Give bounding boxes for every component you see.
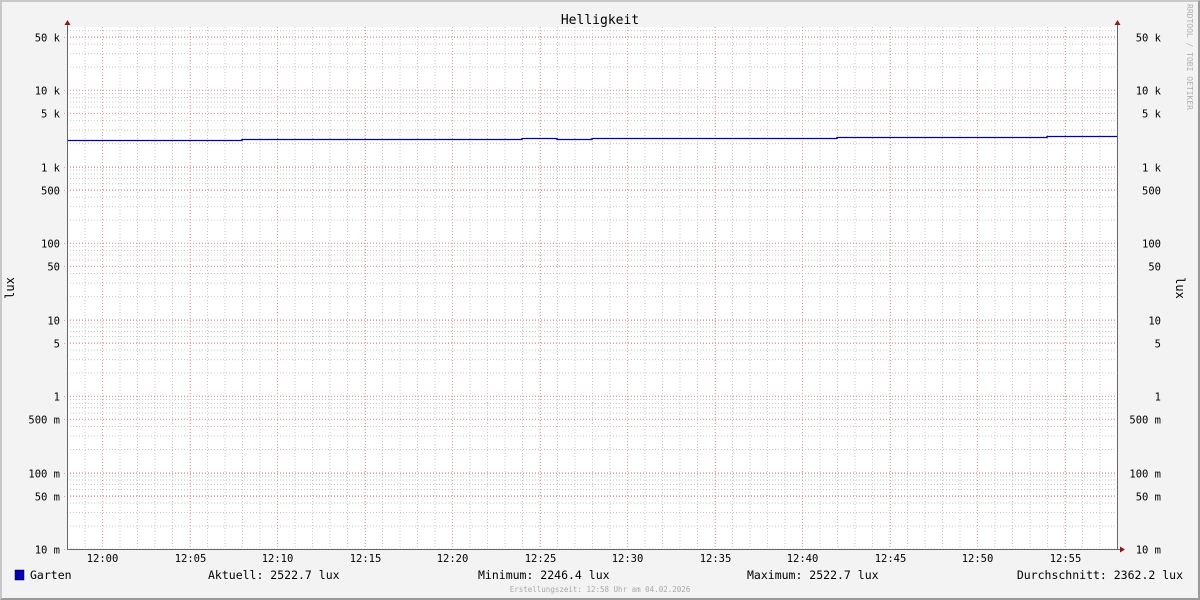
y-tick-label-left: 10 m	[35, 545, 60, 557]
chart-title: Helligkeit	[561, 13, 639, 28]
grid	[64, 27, 1120, 552]
y-tick-label-right: 50 m	[1136, 492, 1161, 504]
y-tick-label-right: 500	[1142, 186, 1161, 198]
x-tick-label: 12:10	[262, 553, 294, 565]
legend-minimum: Minimum: 2246.4 lux	[478, 568, 610, 582]
y-tick-label-right: 10 k	[1136, 86, 1162, 98]
y-tick-label-right: 500 m	[1129, 415, 1161, 427]
legend-swatch-garten	[14, 569, 25, 581]
x-tick-label: 12:35	[700, 553, 732, 565]
legend-name: Garten	[30, 568, 72, 582]
y-axis-label-left: lux	[3, 277, 17, 299]
legend-average: Durchschnitt: 2362.2 lux	[1017, 568, 1183, 582]
x-tick-label: 12:25	[525, 553, 557, 565]
axes: 50 k 50 k 10 k 10 k 5 k 5 k 1 k 1 k 500 500 100 100…	[28, 20, 1162, 565]
footer-timestamp: Erstellungszeit: 12:58 Uhr am 04.02.2026	[510, 585, 691, 594]
y-tick-label-left: 10 k	[35, 86, 61, 98]
y-tick-label-right: 1 k	[1142, 163, 1162, 175]
y-tick-label-right: 50	[1148, 262, 1161, 274]
x-tick-label: 12:40	[787, 553, 819, 565]
x-tick-label: 12:50	[962, 553, 994, 565]
y-tick-label-left: 5	[54, 339, 60, 351]
y-tick-label-right: 1	[1155, 392, 1161, 404]
y-tick-label-right: 5	[1155, 339, 1161, 351]
y-tick-label-right: 100 m	[1129, 469, 1161, 481]
y-axis-arrow-left-icon	[64, 20, 71, 25]
x-tick-label: 12:45	[875, 553, 907, 565]
x-tick-label: 12:20	[437, 553, 469, 565]
x-tick-label: 12:30	[612, 553, 644, 565]
watermark: RRDTOOL / TOBI OETIKER	[1185, 4, 1194, 110]
x-axis-arrow-icon	[1120, 546, 1125, 553]
y-tick-label-left: 100 m	[28, 469, 60, 481]
y-tick-label-left: 50	[47, 262, 60, 274]
legend-maximum: Maximum: 2522.7 lux	[747, 568, 879, 582]
x-tick-label: 12:05	[175, 553, 207, 565]
y-tick-label-left: 500	[41, 186, 60, 198]
series	[67, 135, 1117, 142]
x-tick-label: 12:00	[87, 553, 119, 565]
y-tick-label-right: 5 k	[1142, 109, 1162, 121]
legend-current: Aktuell: 2522.7 lux	[208, 568, 340, 582]
y-tick-label-left: 1	[54, 392, 60, 404]
x-tick-label: 12:15	[350, 553, 382, 565]
y-axis-label-right: lux	[1173, 277, 1187, 299]
y-tick-label-left: 10	[47, 316, 60, 328]
y-tick-label-left: 500 m	[28, 415, 60, 427]
y-tick-label-left: 100	[41, 239, 60, 251]
y-tick-label-left: 1 k	[41, 163, 61, 175]
series-line-garten	[67, 135, 1117, 142]
y-tick-label-right: 50 k	[1136, 33, 1162, 45]
y-tick-label-left: 50 k	[35, 33, 61, 45]
y-tick-label-left: 50 m	[35, 492, 60, 504]
y-axis-arrow-right-icon	[1114, 20, 1121, 25]
y-tick-label-right: 10	[1148, 316, 1161, 328]
y-tick-label-right: 100	[1142, 239, 1161, 251]
y-tick-label-left: 5 k	[41, 109, 61, 121]
y-tick-label-right: 10 m	[1136, 545, 1161, 557]
x-tick-label: 12:55	[1050, 553, 1082, 565]
